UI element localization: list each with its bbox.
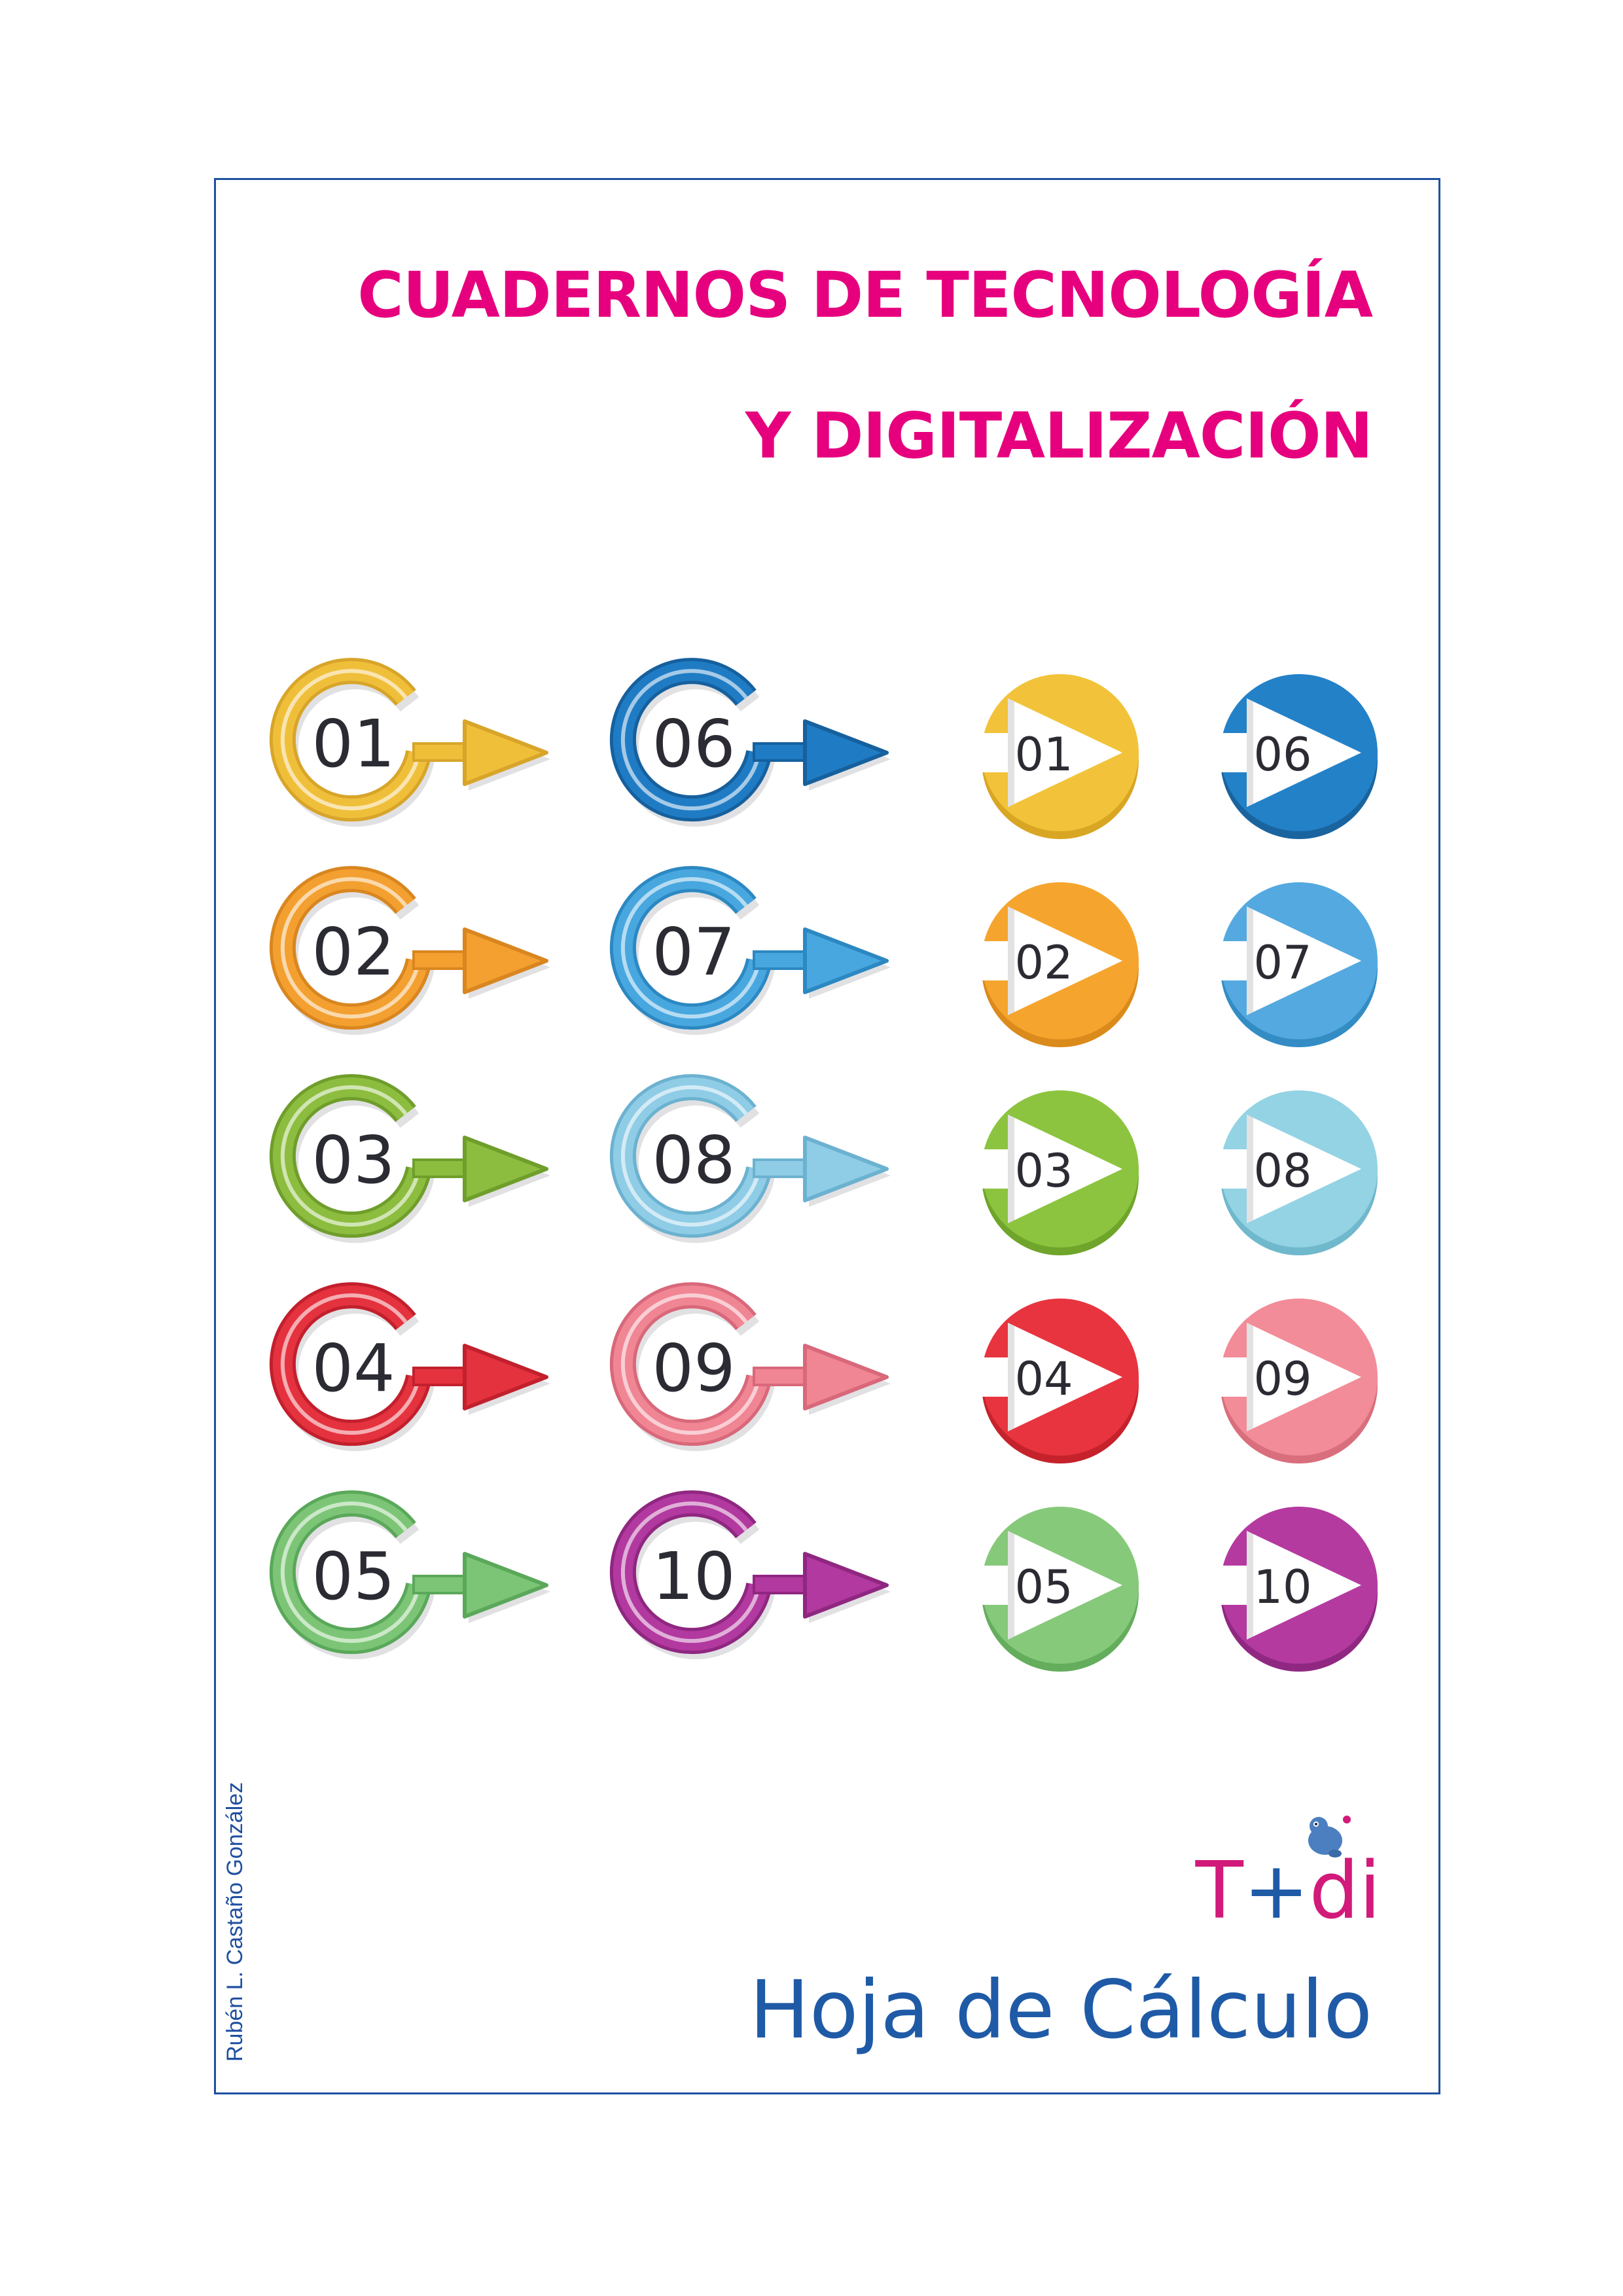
- badge-number: 02: [312, 914, 395, 990]
- badge-number: 04: [312, 1330, 395, 1407]
- disc-number: 04: [1014, 1352, 1073, 1406]
- badge-number: 03: [312, 1122, 395, 1198]
- ring-badge: 04: [268, 1279, 556, 1475]
- ring-badge: 05: [268, 1487, 556, 1683]
- badge-number: 09: [652, 1330, 736, 1407]
- play-disc-icon: [1214, 882, 1378, 1047]
- disc-number: 03: [1014, 1144, 1073, 1198]
- ring-badge: 08: [609, 1071, 897, 1267]
- ring-arrow-icon: [609, 658, 891, 827]
- title-line-2: Y DIGITALIZACIÓN: [745, 399, 1373, 473]
- play-disc: 10: [1214, 1501, 1384, 1672]
- badge-number: 10: [652, 1538, 736, 1615]
- play-disc-icon: [975, 1507, 1139, 1672]
- play-disc: 07: [1214, 877, 1384, 1047]
- play-disc: 06: [1214, 669, 1384, 839]
- ring-arrow-icon: [269, 1282, 550, 1452]
- play-disc-icon: [975, 1090, 1139, 1255]
- play-disc-icon: [1214, 1299, 1378, 1463]
- ring-arrow-icon: [269, 658, 550, 827]
- disc-number: 09: [1253, 1352, 1312, 1406]
- play-disc: 01: [975, 669, 1145, 839]
- author-name: Rubén L. Castaño González: [223, 1782, 247, 2062]
- logo-t: T: [1195, 1846, 1243, 1937]
- play-disc-icon: [975, 674, 1139, 839]
- mascot-icon: [1308, 1816, 1351, 1857]
- logo-text: T+di: [1196, 1846, 1381, 1937]
- disc-number: 06: [1253, 728, 1312, 781]
- disc-number: 01: [1014, 728, 1073, 781]
- tdi-logo: T+di: [1185, 1816, 1381, 1937]
- logo-di: di: [1309, 1846, 1381, 1937]
- ring-arrow-icon: [609, 866, 891, 1035]
- badge-number: 01: [312, 706, 395, 782]
- ring-arrow-icon: [269, 1074, 550, 1244]
- play-disc-icon: [1214, 1090, 1378, 1255]
- disc-number: 05: [1014, 1560, 1073, 1614]
- badge-number: 07: [652, 914, 736, 990]
- ring-badge: 09: [609, 1279, 897, 1475]
- ring-badge: 06: [609, 655, 897, 851]
- ring-badge: 01: [268, 655, 556, 851]
- logo-plus: +: [1243, 1846, 1310, 1937]
- ring-arrow-icon: [609, 1490, 891, 1660]
- badge-number: 08: [652, 1122, 736, 1198]
- disc-number: 07: [1253, 936, 1312, 990]
- play-disc: 05: [975, 1501, 1145, 1672]
- play-disc: 04: [975, 1293, 1145, 1463]
- disc-number: 10: [1253, 1560, 1312, 1614]
- cover-frame: [214, 178, 1440, 2094]
- play-disc: 08: [1214, 1085, 1384, 1255]
- ring-arrow-icon: [269, 1490, 550, 1660]
- ring-badge: 07: [609, 863, 897, 1059]
- play-disc: 03: [975, 1085, 1145, 1255]
- ring-arrow-icon: [269, 866, 550, 1035]
- play-disc-icon: [975, 1299, 1139, 1463]
- ring-badge: 02: [268, 863, 556, 1059]
- ring-arrow-icon: [609, 1074, 891, 1244]
- badge-number: 05: [312, 1538, 395, 1615]
- subject-title: Hoja de Cálculo: [749, 1964, 1372, 2056]
- ring-badge: 10: [609, 1487, 897, 1683]
- disc-number: 08: [1253, 1144, 1312, 1198]
- ring-badge: 03: [268, 1071, 556, 1267]
- title-line-1: CUADERNOS DE TECNOLOGÍA: [357, 259, 1373, 332]
- play-disc-icon: [1214, 1507, 1378, 1672]
- play-disc-icon: [1214, 674, 1378, 839]
- disc-number: 02: [1014, 936, 1073, 990]
- play-disc: 02: [975, 877, 1145, 1047]
- ring-arrow-icon: [609, 1282, 891, 1452]
- badge-number: 06: [652, 706, 736, 782]
- play-disc: 09: [1214, 1293, 1384, 1463]
- play-disc-icon: [975, 882, 1139, 1047]
